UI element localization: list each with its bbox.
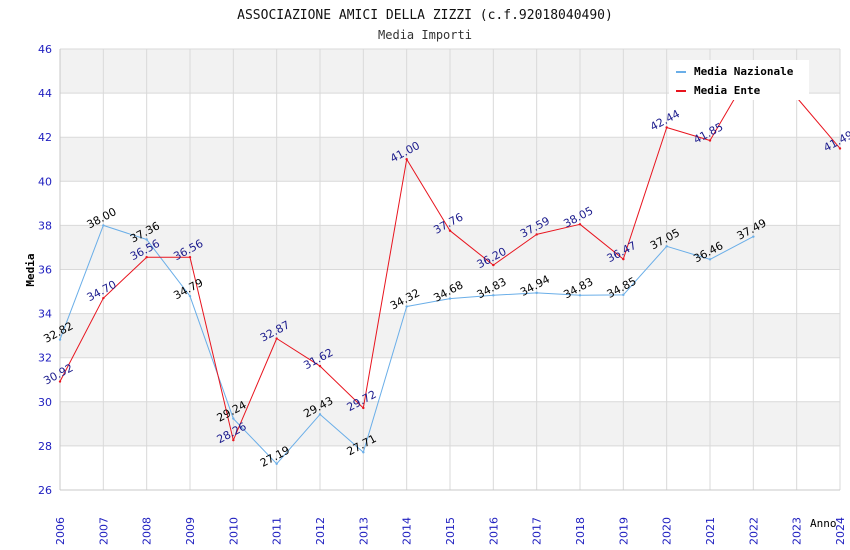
y-tick-label: 42 [38,131,52,144]
y-tick-label: 36 [38,264,52,277]
x-tick-label: 2020 [661,517,674,545]
x-tick-label: 2010 [227,517,240,545]
legend-label-media-nazionale: Media Nazionale [694,65,794,78]
chart-title: ASSOCIAZIONE AMICI DELLA ZIZZI (c.f.9201… [237,8,613,23]
data-point-media-nazionale [578,294,582,297]
y-tick-label: 44 [38,87,52,100]
y-tick-label: 46 [38,43,52,56]
data-point-media-nazionale [622,293,625,297]
data-point-media-ente [838,147,842,150]
x-tick-label: 2016 [487,517,500,545]
x-tick-label: 2012 [314,517,327,545]
x-tick-label: 2014 [401,517,414,545]
data-point-media-nazionale [535,291,538,295]
data-point-media-nazionale [448,297,452,300]
y-axis-ticks: 26 28 30 32 34 36 38 40 42 44 46 [38,43,52,497]
data-point-media-nazionale [492,294,495,297]
x-tick-label: 2019 [617,517,630,545]
data-point-media-nazionale [102,224,105,227]
x-tick-label: 2008 [141,517,154,545]
y-tick-label: 30 [38,396,52,409]
x-tick-label: 2006 [54,517,67,545]
data-point-media-ente [622,257,625,261]
data-point-media-ente [188,255,192,259]
data-point-media-ente [665,126,668,129]
data-point-media-ente [578,223,582,226]
y-axis-label: Media [24,253,37,286]
data-point-media-ente [102,296,105,300]
x-axis-label: Anno [810,517,837,530]
data-point-media-nazionale [665,245,668,248]
data-point-media-ente [58,380,62,383]
x-tick-label: 2024 [834,517,847,545]
x-tick-label: 2007 [97,517,110,545]
x-tick-label: 2021 [704,517,717,545]
data-point-media-nazionale [405,305,408,308]
data-point-media-nazionale [362,451,365,454]
y-tick-label: 28 [38,440,52,453]
data-point-media-ente [362,406,365,410]
legend-box [669,60,809,100]
y-tick-label: 34 [38,308,52,321]
data-point-media-ente [535,233,538,236]
data-point-media-ente [405,158,408,161]
x-tick-label: 2023 [791,517,804,545]
data-point-media-ente [708,139,712,142]
y-tick-label: 32 [38,352,52,365]
x-tick-label: 2013 [357,517,370,545]
data-point-media-ente [318,364,322,368]
gridlines [59,48,841,491]
x-tick-label: 2022 [747,517,760,545]
data-point-media-ente [492,263,495,267]
x-axis-ticks: 2006 2007 2008 2009 2010 2011 2012 2013 2014 2015… [54,517,847,545]
data-point-media-ente [145,255,148,259]
data-point-media-nazionale [145,238,148,241]
x-tick-label: 2015 [444,517,457,545]
data-point-media-nazionale [275,462,278,465]
legend: Media Nazionale Media Ente [669,60,809,100]
legend-label-media-ente: Media Ente [694,84,761,97]
data-point-media-nazionale [188,294,192,298]
chart-subtitle: Media Importi [378,28,472,42]
y-tick-label: 38 [38,219,52,232]
data-point-media-ente [232,438,235,442]
data-point-media-nazionale [752,235,755,238]
x-tick-label: 2009 [184,517,197,545]
data-point-media-nazionale [58,338,62,341]
y-tick-label: 26 [38,484,52,497]
y-tick-label: 40 [38,175,52,188]
data-point-media-nazionale [318,413,322,416]
data-point-media-nazionale [708,258,712,261]
data-point-media-ente [275,337,278,340]
x-tick-label: 2017 [531,517,544,545]
data-point-media-ente [448,229,452,232]
data-point-media-nazionale [232,417,235,420]
x-tick-label: 2018 [574,517,587,545]
x-tick-label: 2011 [271,517,284,545]
